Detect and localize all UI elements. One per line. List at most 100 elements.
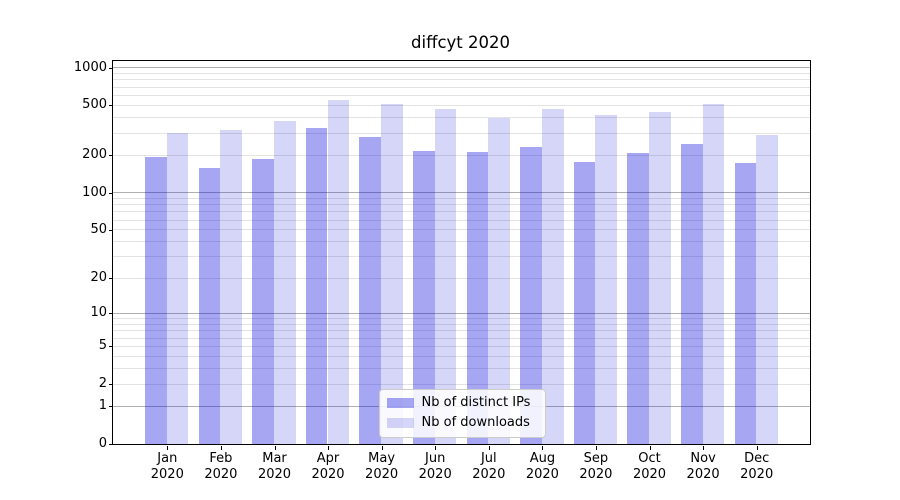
x-tick-label: Nov 2020 [686,451,720,482]
x-tick-label: Oct 2020 [632,451,667,482]
minor-gridline [112,204,810,206]
x-tick-mark [595,446,597,450]
minor-gridline [112,197,810,199]
y-tick-mark [109,155,113,157]
x-tick-mark [274,446,276,450]
legend-label-downloads: Nb of downloads [421,415,530,430]
legend-item-downloads: Nb of downloads [386,413,537,433]
major-gridline [112,192,810,194]
y-tick-label: 2 [98,376,107,392]
y-tick-label: 200 [82,147,107,163]
legend: Nb of distinct IPs Nb of downloads [378,388,546,438]
y-tick-mark [109,192,113,194]
y-tick-label: 100 [82,184,107,200]
bar-distinct-ips [252,159,274,444]
y-tick-mark [109,406,113,408]
bar-downloads [649,112,671,444]
bar-distinct-ips [145,157,167,444]
x-tick-mark [542,446,544,450]
x-tick-mark [703,446,705,450]
x-tick-label: Jul 2020 [472,451,506,482]
x-tick-mark [167,446,169,450]
bar-downloads [541,108,564,444]
legend-swatch-downloads [386,417,414,428]
bar-distinct-ips [627,152,649,444]
minor-gridline [112,277,810,279]
x-tick-mark [756,446,758,450]
minor-gridline [112,345,810,347]
minor-gridline [112,219,810,221]
bar-downloads [434,108,457,444]
x-tick-label: Dec 2020 [740,451,774,482]
x-tick-mark [328,446,329,450]
minor-gridline [112,132,810,134]
bar-downloads [220,130,243,444]
y-tick-mark [109,444,113,445]
x-tick-label: Sep 2020 [579,451,613,482]
y-tick-mark [109,313,113,315]
major-gridline [112,67,810,69]
minor-gridline [112,72,810,74]
bar-distinct-ips [520,146,542,444]
bar-distinct-ips [359,137,382,444]
minor-gridline [112,241,810,243]
minor-gridline [112,330,810,332]
bar-downloads [274,121,296,444]
bar-distinct-ips [734,163,757,444]
minor-gridline [112,104,810,106]
minor-gridline [112,368,810,369]
bar-downloads [756,134,778,444]
bar-downloads [327,100,350,444]
y-tick-label: 1 [98,398,107,414]
x-tick-label: Mar 2020 [257,451,292,482]
chart-title: diffcyt 2020 [411,33,510,52]
minor-gridline [112,229,810,231]
bar-downloads [702,103,725,444]
x-tick-label: Aug 2020 [525,451,559,482]
x-tick-label: Feb 2020 [204,451,238,482]
bar-downloads [595,115,618,444]
bar-distinct-ips [305,128,328,444]
x-tick-mark [220,446,222,450]
minor-gridline [112,337,810,339]
minor-gridline [112,86,810,88]
y-tick-label: 5 [98,338,107,354]
minor-gridline [112,94,810,96]
minor-gridline [112,323,810,325]
y-tick-label: 20 [90,270,107,286]
y-tick-mark [109,278,113,280]
x-tick-label: Jan 2020 [150,451,184,482]
y-tick-mark [109,346,113,348]
x-tick-mark [381,446,383,450]
y-tick-mark [109,229,113,231]
minor-gridline [112,355,810,357]
minor-gridline [112,211,810,213]
y-tick-label: 0 [98,436,107,451]
minor-gridline [112,79,810,81]
bar-distinct-ips [198,168,221,444]
bar-distinct-ips [413,151,435,444]
bar-downloads [166,132,189,444]
minor-gridline [112,117,810,118]
x-tick-mark [435,446,437,450]
minor-gridline [112,256,810,258]
y-tick-label: 1000 [73,59,107,75]
x-tick-label: Apr 2020 [311,451,345,482]
minor-gridline [112,318,810,320]
bar-distinct-ips [466,152,489,444]
minor-gridline [112,154,810,156]
y-tick-mark [109,384,113,386]
y-tick-mark [109,105,113,107]
y-tick-label: 10 [90,305,107,321]
x-tick-label: May 2020 [365,451,399,482]
bar-distinct-ips [680,143,703,444]
plot-area: Nb of distinct IPs Nb of downloads [111,59,811,445]
x-tick-mark [488,446,490,450]
minor-gridline [112,383,810,385]
legend-item-distinct-ips: Nb of distinct IPs [386,393,537,413]
bar-downloads [488,117,510,444]
y-tick-mark [109,67,113,69]
x-tick-mark [649,446,651,450]
y-tick-label: 50 [90,221,107,237]
